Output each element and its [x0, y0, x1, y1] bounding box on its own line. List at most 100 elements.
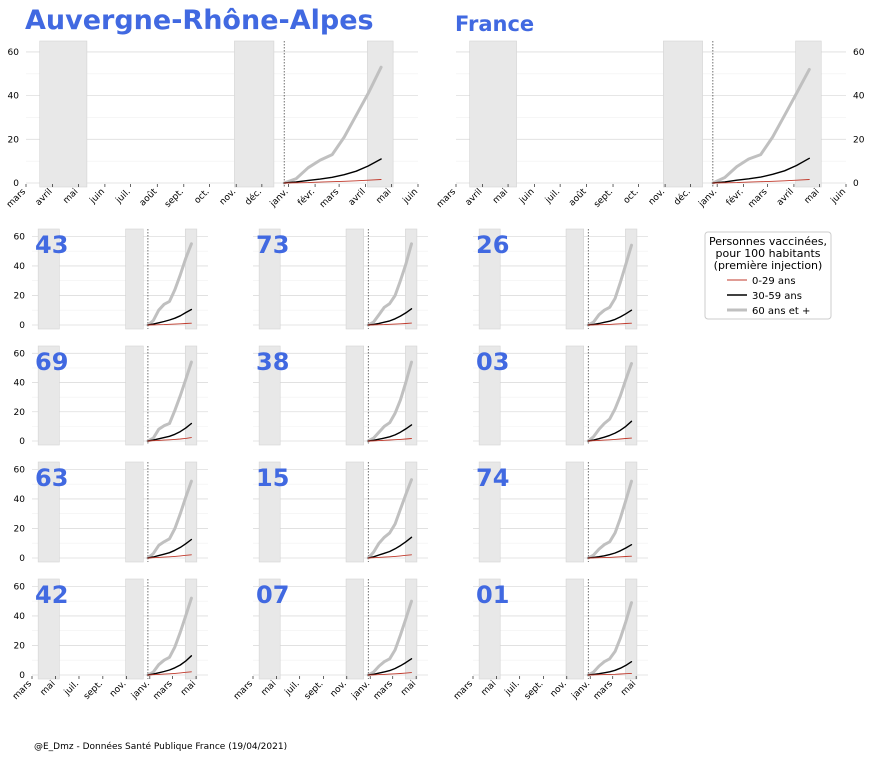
x-tick-label: nov. [549, 679, 569, 699]
series-line-60-plus [366, 360, 413, 443]
series-line-0-29 [587, 672, 632, 676]
legend-title-line: Personnes vaccinées, [709, 235, 827, 248]
y-tick-label: 0 [19, 321, 25, 331]
department-label: 73 [256, 231, 289, 259]
series-line-60-plus [282, 65, 383, 185]
lockdown-band [125, 228, 144, 330]
y-tick-label: 60 [8, 48, 20, 58]
series-line-30-59 [283, 158, 382, 184]
x-tick-label: janv. [129, 679, 152, 702]
legend-item-label: 60 ans et + [752, 306, 810, 317]
source-note: @E_Dmz - Données Santé Publique France (… [34, 741, 287, 752]
x-tick-label: mai [61, 187, 80, 206]
x-tick-label: juin [829, 187, 848, 206]
series-line-30-59 [367, 424, 413, 442]
y-tick-label: 20 [853, 135, 865, 145]
legend-box [704, 231, 832, 320]
x-tick-label: juil. [503, 679, 522, 698]
lockdown-band [234, 40, 275, 188]
y-tick-label: 20 [14, 524, 26, 534]
series-line-30-59 [587, 309, 633, 326]
panel-26: 26 [473, 228, 648, 330]
x-tick-label: oct. [622, 187, 641, 206]
x-tick-label: oct. [193, 187, 212, 206]
y-tick-label: 40 [14, 379, 26, 389]
x-tick-label: déc. [672, 186, 693, 207]
x-tick-label: sept. [523, 679, 546, 702]
x-tick-label: avril [347, 187, 368, 208]
lockdown-band [184, 461, 198, 563]
panel-69: 0 20 40 60 69 [14, 345, 208, 447]
lockdown-band [565, 461, 584, 563]
series-line-30-59 [147, 308, 193, 326]
lockdown-band [258, 461, 281, 563]
series-line-30-59 [147, 655, 193, 676]
legend-item-label: 30-59 ans [752, 291, 802, 302]
lockdown-band [125, 578, 144, 680]
lockdown-band [405, 578, 418, 680]
x-tick-label: nov. [108, 679, 128, 699]
x-tick-label: mars [372, 679, 395, 702]
region-title: Auvergne-Rhône-Alpes [25, 5, 374, 36]
series-line-0-29 [587, 322, 632, 326]
y-tick-label: 20 [14, 291, 26, 301]
legend: Personnes vaccinées, pour 100 habitants … [704, 231, 832, 320]
department-label: 26 [476, 231, 509, 259]
lockdown-band [37, 345, 60, 446]
series-line-30-59 [367, 658, 413, 676]
legend-title-line: pour 100 habitants [715, 247, 820, 260]
y-tick-label: 20 [14, 408, 26, 418]
series-line-60-plus [146, 360, 193, 443]
series-line-60-plus [586, 601, 633, 677]
lockdown-band [625, 461, 638, 563]
x-tick-label: mai [399, 679, 418, 698]
lockdown-band [663, 40, 703, 188]
department-label: 74 [476, 464, 509, 492]
x-tick-label: mai [39, 679, 58, 698]
panel-73: 73 [253, 228, 428, 330]
series-line-0-29 [367, 554, 412, 559]
y-tick-label: 40 [853, 92, 865, 102]
lockdown-band [37, 228, 60, 330]
x-tick-label: déc. [243, 186, 264, 207]
series-line-30-59 [367, 536, 413, 559]
series-line-0-29 [147, 322, 192, 326]
x-tick-label: janv. [350, 679, 373, 702]
panel-74: 74 [473, 461, 648, 563]
lockdown-band [184, 345, 198, 446]
lockdown-band [469, 40, 517, 188]
x-tick-label: janv. [696, 187, 719, 210]
x-tick-label: mai [179, 679, 198, 698]
x-tick-label: juin [517, 187, 536, 206]
x-tick-label: févr. [295, 186, 317, 208]
department-label: 43 [35, 231, 68, 259]
x-tick-label: mars [232, 679, 255, 702]
x-tick-label: juin [88, 187, 107, 206]
series-line-0-29 [147, 554, 192, 559]
series-line-60-plus [366, 242, 413, 327]
y-tick-label: 60 [14, 465, 26, 475]
x-tick-label: mai [260, 679, 279, 698]
series-line-0-29 [367, 438, 412, 442]
y-tick-label: 20 [14, 641, 26, 651]
lockdown-band [795, 40, 822, 188]
lockdown-band [405, 228, 418, 330]
department-label: 07 [256, 581, 289, 609]
series-line-30-59 [147, 538, 193, 559]
x-tick-label: sept. [82, 679, 105, 702]
x-tick-label: juil. [283, 679, 302, 698]
lockdown-band [478, 228, 501, 330]
department-label: 01 [476, 581, 509, 609]
department-label: 15 [256, 464, 289, 492]
lockdown-band [345, 578, 364, 680]
x-tick-label: nov. [329, 679, 349, 699]
y-tick-label: 0 [853, 179, 859, 189]
y-tick-label: 0 [19, 437, 25, 447]
x-tick-label: avril [775, 187, 796, 208]
series-line-60-plus [146, 479, 193, 560]
series-line-30-59 [147, 422, 193, 442]
